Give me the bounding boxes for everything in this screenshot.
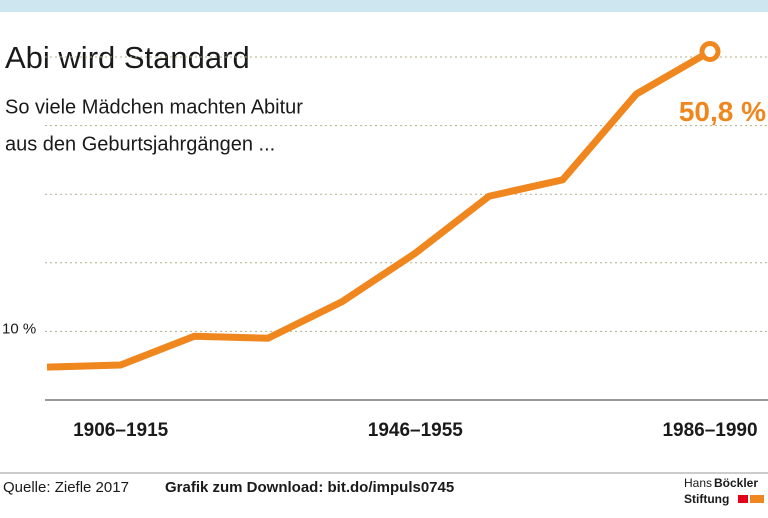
download: Grafik zum Download: bit.do/impuls0745 [165, 479, 454, 496]
y-tick-label: 10 % [2, 320, 36, 337]
subtitle: aus den Geburtsjahrgängen ... [5, 133, 275, 155]
logo-square [738, 495, 748, 503]
x-tick-label: 1946–1955 [368, 420, 464, 441]
data-line [46, 48, 712, 371]
end-marker [699, 41, 721, 63]
source: Quelle: Ziefle 2017 [3, 479, 129, 496]
logo-text: Böckler [714, 476, 758, 490]
logo: Hans Böckler Stiftung [684, 476, 764, 506]
chart-title: Abi wird Standard [5, 40, 250, 75]
top-band [0, 0, 768, 12]
logo-text: Hans [684, 476, 712, 490]
logo-square [750, 495, 764, 503]
logo-text: Stiftung [684, 492, 729, 506]
x-tick-label: 1986–1990 [662, 420, 757, 441]
subtitle: So viele Mädchen machten Abitur [5, 96, 303, 118]
value-label: 50,8 % [679, 96, 766, 127]
x-tick-label: 1906–1915 [73, 420, 169, 441]
